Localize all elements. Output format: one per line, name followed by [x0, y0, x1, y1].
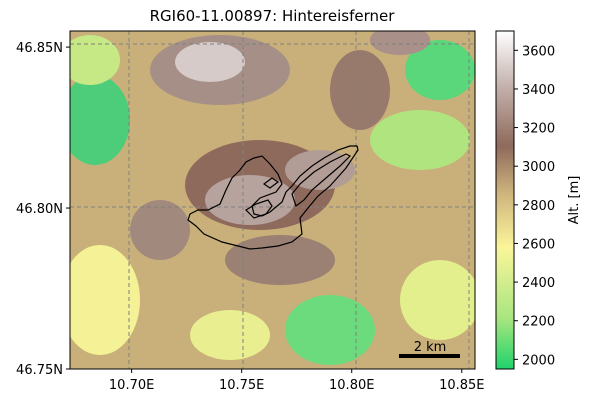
y-axis: 46.85N 46.80N 46.75N	[16, 41, 70, 378]
colorbar-tick-label: 3000	[522, 160, 555, 175]
colorbar-ticks: 2000 2200 2400 2600 2800 3000 3200 3400 3600	[514, 44, 555, 368]
y-tick-label: 46.85N	[16, 41, 63, 56]
grid-lines	[70, 31, 475, 369]
y-tick-label: 46.75N	[16, 363, 63, 378]
elevation-raster	[70, 31, 475, 369]
scale-bar: 2 km	[399, 340, 460, 358]
map-title: RGI60-11.00897: Hintereisferner	[150, 7, 396, 25]
colorbar-tick-label: 2200	[522, 315, 555, 330]
map-frame	[69, 30, 476, 370]
scale-bar-label: 2 km	[414, 340, 447, 355]
colorbar-tick-label: 2600	[522, 237, 555, 252]
colorbar-tick-label: 3400	[522, 83, 555, 98]
colorbar-tick-label: 3600	[522, 44, 555, 59]
colorbar-label: Alt. [m]	[567, 176, 582, 225]
colorbar-tick-label: 2800	[522, 199, 555, 214]
x-tick-label: 10.75E	[219, 378, 264, 393]
colorbar-tick-label: 2000	[522, 353, 555, 368]
colorbar-tick-label: 2400	[522, 276, 555, 291]
colorbar-tick-label: 3200	[522, 122, 555, 137]
x-tick-label: 10.85E	[439, 378, 484, 393]
y-tick-label: 46.80N	[16, 202, 63, 217]
x-axis: 10.70E 10.75E 10.80E 10.85E	[109, 369, 485, 393]
colorbar	[495, 30, 515, 370]
x-tick-label: 10.70E	[109, 378, 154, 393]
x-tick-label: 10.80E	[329, 378, 374, 393]
glacier-outline	[187, 145, 359, 250]
